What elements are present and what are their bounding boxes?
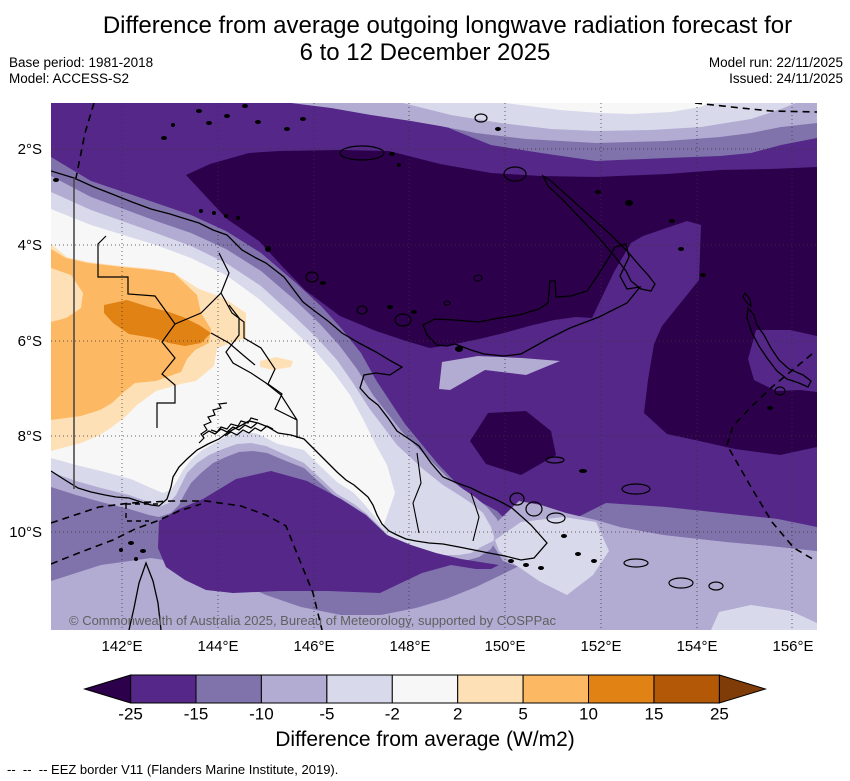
svg-text:© Commonwealth of Australia 20: © Commonwealth of Australia 2025, Bureau…: [69, 613, 556, 628]
svg-text:25: 25: [710, 705, 729, 724]
svg-text:10: 10: [579, 705, 598, 724]
svg-text:-10: -10: [249, 705, 274, 724]
svg-text:-5: -5: [319, 705, 334, 724]
svg-text:-15: -15: [184, 705, 209, 724]
svg-text:2: 2: [453, 705, 462, 724]
svg-text:-25: -25: [118, 705, 143, 724]
svg-text:-2: -2: [385, 705, 400, 724]
svg-text:15: 15: [645, 705, 664, 724]
svg-text:5: 5: [518, 705, 527, 724]
